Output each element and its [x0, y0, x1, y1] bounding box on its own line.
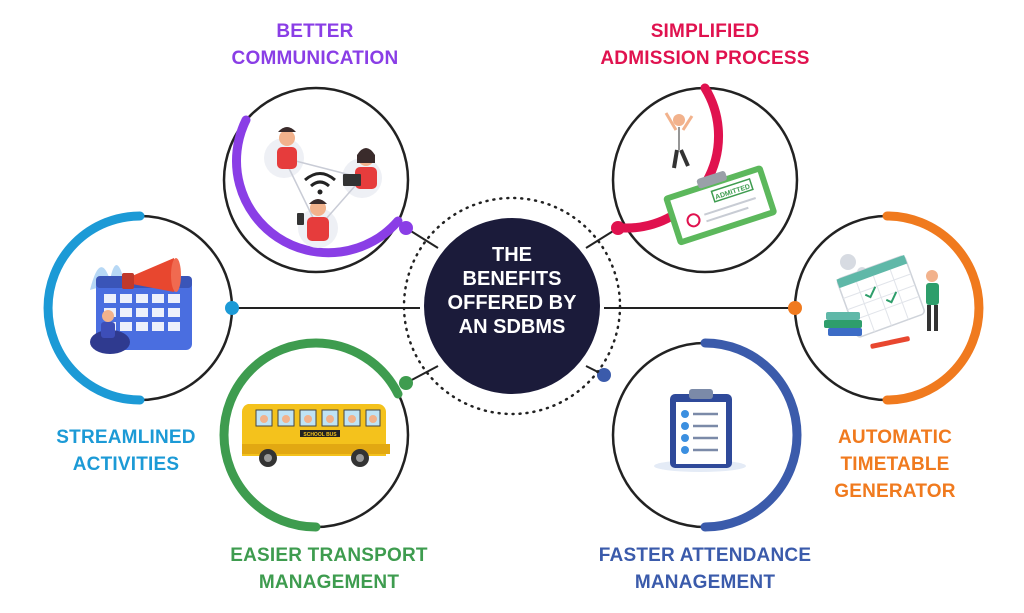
label-line: MANAGEMENT	[634, 572, 776, 593]
label-streamlined-activities: STREAMLINED ACTIVITIES	[46, 424, 206, 478]
hub-title: THE BENEFITS OFFERED BY AN SDBMS	[437, 243, 587, 339]
benefit-faster-attendance	[597, 338, 802, 532]
hub-title-line: BENEFITS	[462, 268, 562, 290]
arc-streamlined-activities	[43, 211, 145, 405]
label-simplified-admission: SIMPLIFIED ADMISSION PROCESS	[590, 18, 820, 72]
arc-easier-transport	[219, 338, 403, 532]
people-communicating-icon	[264, 127, 382, 248]
calendar-megaphone-icon	[90, 258, 192, 354]
admitted-clipboard-icon: ADMITTED	[663, 112, 777, 246]
node-dot-better-communication	[399, 221, 413, 235]
hub-title-line: THE	[492, 244, 532, 266]
label-line: GENERATOR	[834, 481, 956, 502]
benefit-streamlined-activities	[43, 211, 239, 405]
label-line: SIMPLIFIED	[650, 21, 760, 42]
school-bus-icon: SCHOOL BUS	[241, 404, 390, 467]
hub-title-line: AN SDBMS	[458, 316, 566, 338]
hub-circle	[424, 218, 600, 394]
arc-automatic-timetable	[882, 211, 984, 405]
node-dot-easier-transport	[399, 376, 413, 390]
label-line: FASTER ATTENDANCE	[598, 545, 812, 566]
hub-title-line: OFFERED BY	[447, 292, 577, 314]
benefit-automatic-timetable	[788, 211, 984, 405]
hub-dotted-ring	[402, 196, 622, 416]
benefit-better-communication	[222, 86, 413, 274]
label-line: AUTOMATIC	[837, 427, 953, 448]
label-line: COMMUNICATION	[231, 48, 399, 69]
hub	[402, 196, 622, 416]
label-automatic-timetable: AUTOMATIC TIMETABLE GENERATOR	[820, 424, 970, 505]
node-dot-automatic-timetable	[788, 301, 802, 315]
node-dot-faster-attendance	[597, 368, 611, 382]
benefit-simplified-admission: ADMITTED	[611, 83, 799, 274]
label-easier-transport: EASIER TRANSPORT MANAGEMENT	[214, 542, 444, 596]
bus-sign-text: SCHOOL BUS	[303, 432, 337, 438]
label-line: STREAMLINED	[56, 427, 196, 448]
label-line: ADMISSION PROCESS	[600, 48, 810, 69]
label-faster-attendance: FASTER ATTENDANCE MANAGEMENT	[580, 542, 830, 596]
label-line: TIMETABLE	[840, 454, 950, 475]
attendance-checklist-icon	[654, 389, 746, 472]
timetable-calendar-icon	[824, 254, 939, 349]
label-line: ACTIVITIES	[72, 454, 180, 475]
label-line: MANAGEMENT	[258, 572, 400, 593]
arc-faster-attendance	[700, 338, 802, 532]
node-dot-streamlined-activities	[225, 301, 239, 315]
label-line: BETTER	[276, 21, 354, 42]
label-line: EASIER TRANSPORT	[230, 545, 428, 566]
benefit-easier-transport: SCHOOL BUS	[219, 338, 413, 532]
node-dot-simplified-admission	[611, 221, 625, 235]
label-better-communication: BETTER COMMUNICATION	[210, 18, 420, 72]
arc-better-communication	[232, 115, 403, 258]
